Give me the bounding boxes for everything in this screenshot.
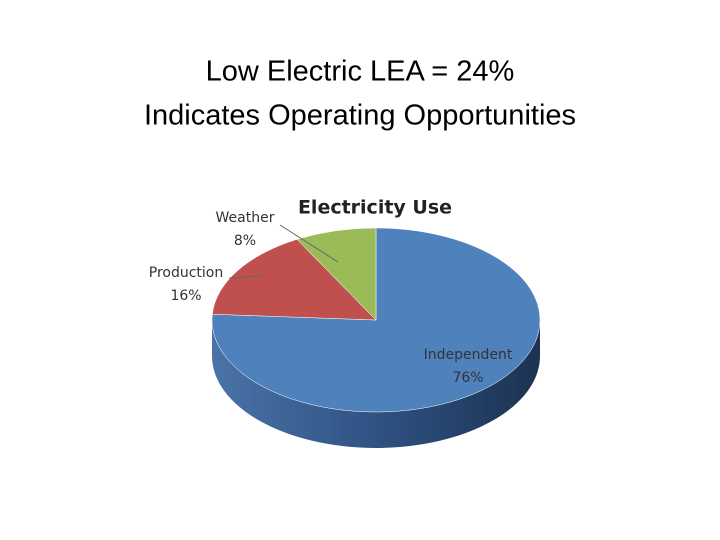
slide-title: Low Electric LEA = 24%: [206, 56, 515, 88]
leader-line: [279, 224, 339, 263]
slice: [211, 227, 541, 413]
slice: [296, 227, 377, 321]
slice-label: Independent: [424, 347, 513, 363]
slice-value-label: 76%: [452, 370, 483, 386]
slice-label: Production: [149, 265, 223, 281]
slice-value-label: 8%: [234, 233, 256, 249]
slice-side: [212, 320, 540, 448]
slice: [212, 239, 377, 321]
leader-line: [228, 275, 263, 279]
chart-title: Electricity Use: [298, 197, 452, 219]
slide-title: Indicates Operating Opportunities: [144, 100, 576, 132]
slice-label: Weather: [216, 210, 275, 226]
pie: [211, 227, 541, 448]
slice-value-label: 16%: [170, 288, 201, 304]
